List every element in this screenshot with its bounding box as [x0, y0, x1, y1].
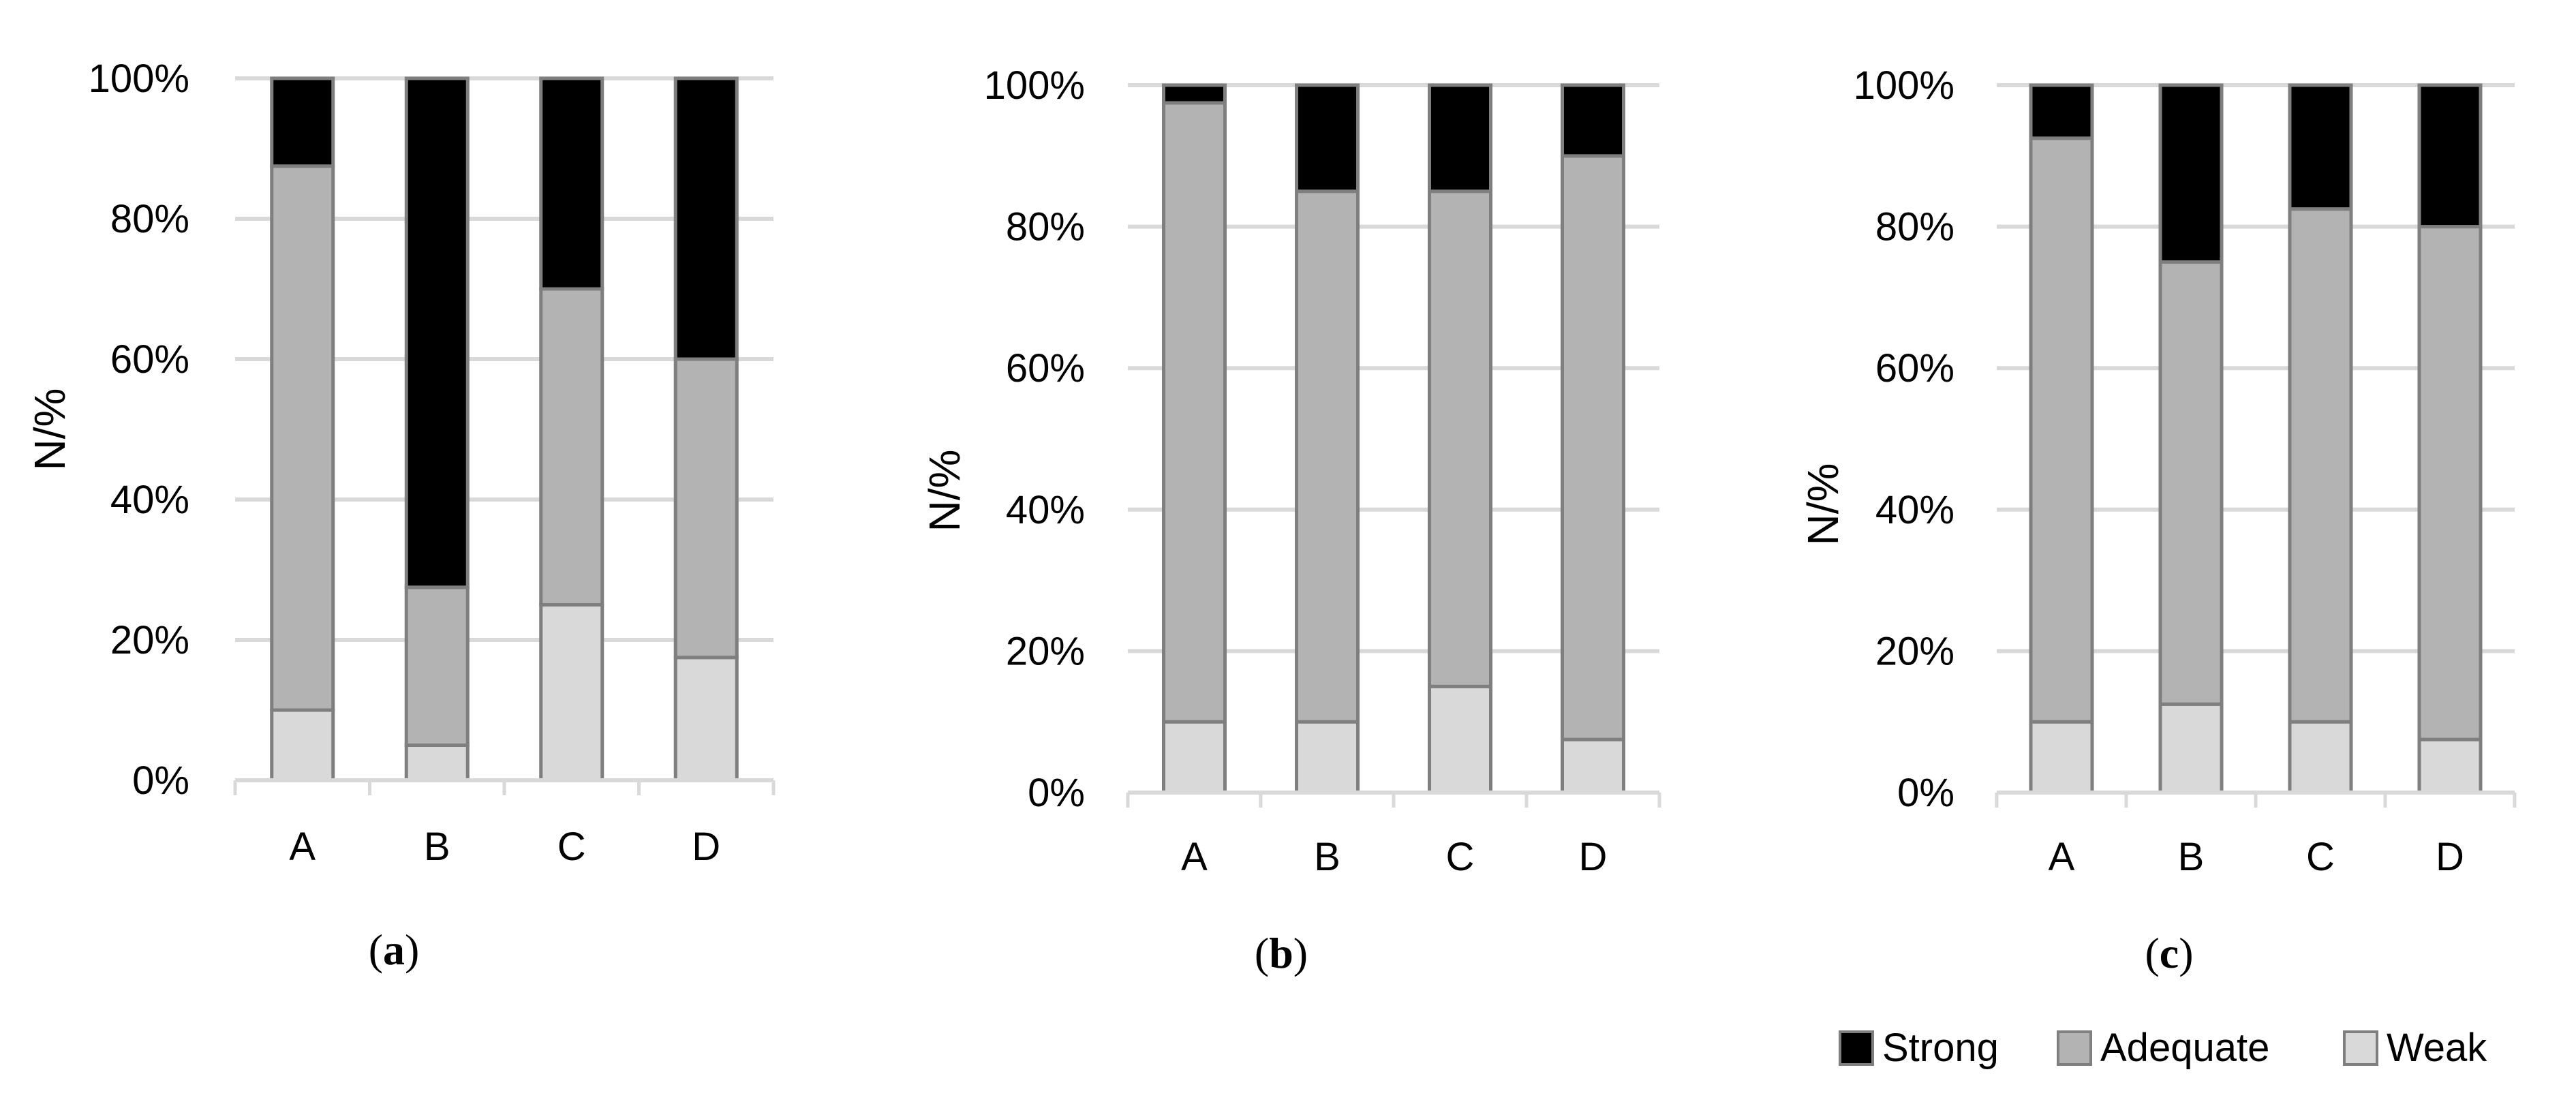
bar-strong-a: [270, 76, 335, 168]
bar-weak-c: [1428, 684, 1492, 795]
x-category-label: C: [1446, 835, 1475, 879]
bar-weak-d: [2417, 737, 2483, 795]
bar-adequate-b: [1295, 189, 1360, 724]
panel-label-close: ): [2179, 929, 2193, 977]
bar-strong-c: [1428, 83, 1492, 194]
bar-strong-b: [1295, 83, 1360, 194]
bar-adequate-d: [673, 357, 739, 660]
panel-label-open: (: [369, 925, 383, 974]
legend-swatch-strong: [1839, 1030, 1874, 1066]
bar-adequate-d: [1561, 154, 1625, 741]
y-tick-label: 20%: [1006, 629, 1085, 673]
y-tick-label: 0%: [132, 758, 189, 803]
bar-adequate-d: [2417, 225, 2483, 741]
y-tick-label: 80%: [1875, 205, 1954, 249]
chart-panel-c: 0% 20% 40% 60% 80% 100% A B C D N/% (c): [1798, 63, 2517, 977]
x-category-label: B: [424, 825, 450, 869]
legend-label-adequate: Adequate: [2100, 1026, 2269, 1070]
chart-panel-b: 0% 20% 40% 60% 80% 100% A B C D N/% (b): [920, 63, 1661, 977]
bar-weak-d: [1561, 737, 1625, 795]
bar-strong-d: [673, 76, 739, 361]
y-tick-label: 100%: [984, 63, 1085, 108]
x-category-label: D: [692, 825, 720, 869]
panel-label-open: (: [2145, 929, 2159, 977]
bar-weak-b: [1295, 720, 1360, 795]
x-category-label: A: [1181, 835, 1208, 879]
x-category-label: A: [289, 825, 316, 869]
bar-strong-b: [2158, 83, 2224, 264]
bar-adequate-b: [2158, 260, 2224, 706]
legend-swatch-adequate: [2057, 1030, 2092, 1066]
y-tick-label: 60%: [1006, 346, 1085, 390]
y-tick-label: 0%: [1028, 771, 1085, 815]
legend: Strong Adequate Weak: [1839, 1026, 2487, 1070]
bar-adequate-b: [404, 585, 470, 747]
bar-adequate-c: [2288, 207, 2353, 724]
bar-adequate-a: [2029, 136, 2094, 724]
x-category-label: C: [2306, 835, 2335, 879]
bar-weak-c: [539, 603, 604, 782]
bar-adequate-c: [1428, 189, 1492, 688]
panel-label-letter: b: [1269, 929, 1293, 977]
y-tick-label: 60%: [110, 337, 189, 382]
y-tick-label: 40%: [1006, 488, 1085, 532]
bar-weak-d: [673, 656, 739, 782]
bar-weak-b: [404, 743, 470, 782]
y-tick-label: 40%: [1875, 488, 1954, 532]
y-tick-label: 100%: [89, 57, 189, 101]
y-tick-label: 0%: [1897, 771, 1954, 815]
y-tick-label: 80%: [110, 197, 189, 241]
bar-weak-c: [2288, 720, 2353, 795]
chart-panel-a: 0% 20% 40% 60% 80% 100% A B C D N/% (a): [25, 57, 776, 974]
bar-adequate-a: [270, 164, 335, 712]
y-tick-label: 80%: [1006, 205, 1085, 249]
x-category-label: D: [2436, 835, 2464, 879]
x-category-label: B: [1314, 835, 1340, 879]
bar-weak-b: [2158, 702, 2224, 795]
x-category-label: C: [557, 825, 586, 869]
panel-label: (a): [369, 925, 420, 974]
bar-adequate-a: [1162, 101, 1227, 724]
panel-label-close: ): [1293, 929, 1308, 977]
bar-weak-a: [270, 708, 335, 782]
x-category-label: B: [2178, 835, 2205, 879]
bar-strong-b: [404, 76, 470, 589]
legend-label-weak: Weak: [2387, 1026, 2487, 1070]
y-axis-label: N/%: [920, 450, 969, 532]
legend-swatch-weak: [2343, 1030, 2378, 1066]
bar-weak-a: [2029, 720, 2094, 795]
panel-label-close: ): [405, 925, 419, 974]
y-tick-label: 20%: [1875, 629, 1954, 673]
bar-strong-c: [539, 76, 604, 291]
legend-label-strong: Strong: [1882, 1026, 1999, 1070]
y-tick-label: 60%: [1875, 346, 1954, 390]
bar-adequate-c: [539, 287, 604, 607]
bar-strong-d: [1561, 83, 1625, 158]
bar-strong-a: [1162, 83, 1227, 105]
bar-weak-a: [1162, 720, 1227, 795]
y-tick-label: 40%: [110, 478, 189, 522]
y-tick-label: 100%: [1854, 63, 1954, 108]
y-axis-label: N/%: [25, 388, 74, 471]
y-tick-label: 20%: [110, 618, 189, 662]
bar-strong-a: [2029, 83, 2094, 140]
panel-label: (c): [2145, 929, 2193, 977]
panel-label: (b): [1255, 929, 1308, 977]
panel-label-letter: a: [383, 925, 405, 974]
panel-label-open: (: [1255, 929, 1269, 977]
x-category-label: D: [1579, 835, 1608, 879]
y-axis-label: N/%: [1798, 463, 1847, 546]
panel-label-letter: c: [2160, 929, 2179, 977]
bar-strong-d: [2417, 83, 2483, 229]
x-category-label: A: [2049, 835, 2075, 879]
bar-strong-c: [2288, 83, 2353, 211]
